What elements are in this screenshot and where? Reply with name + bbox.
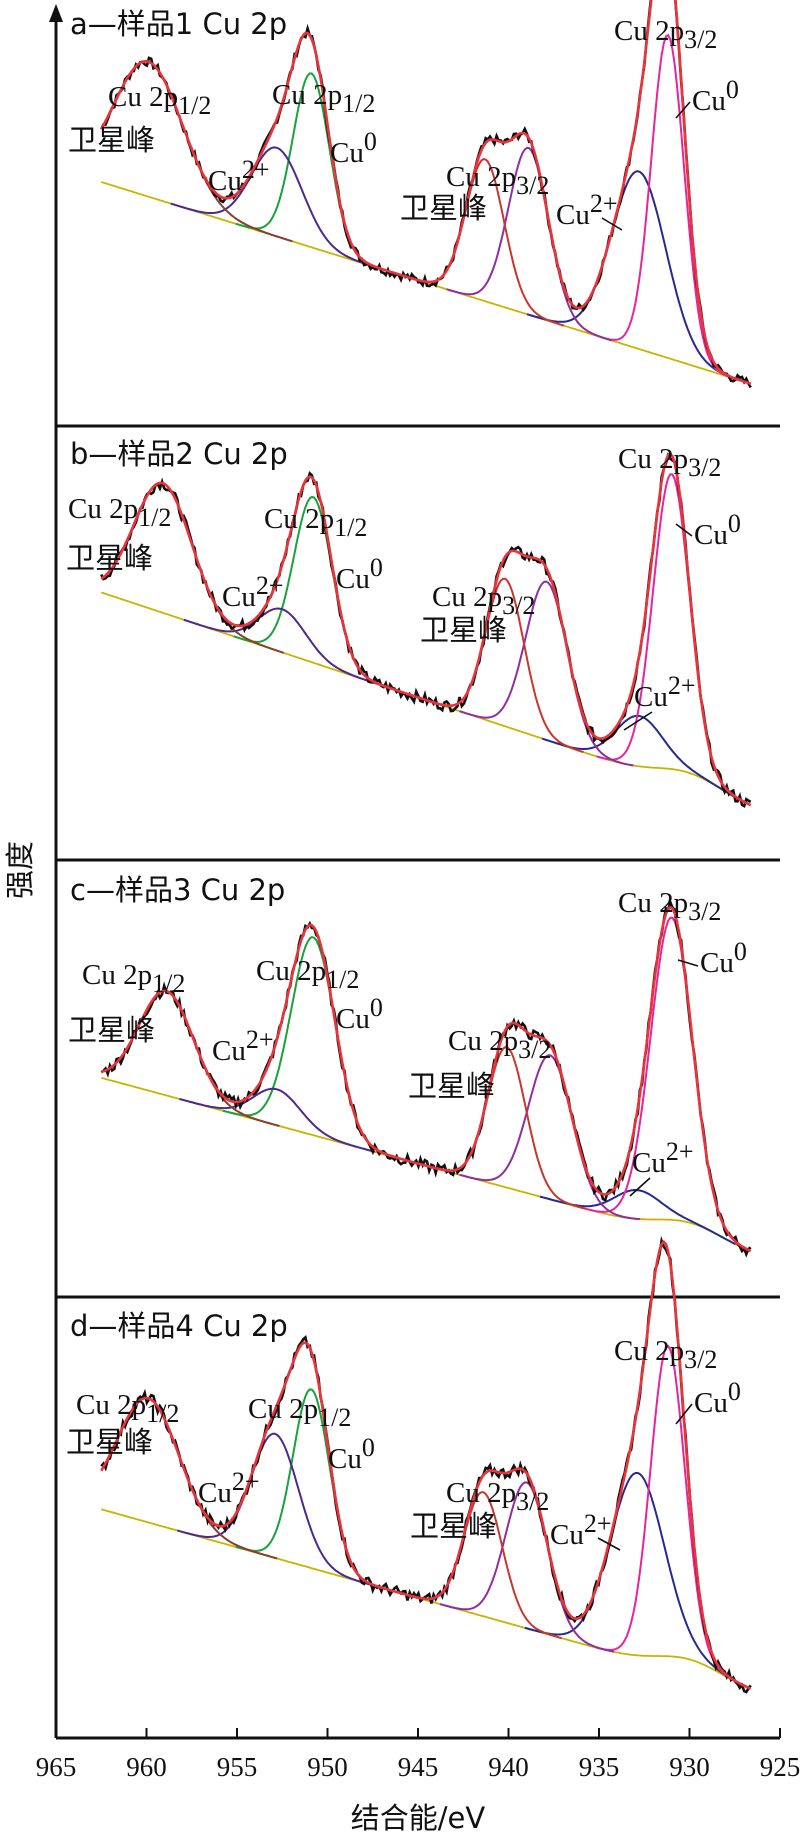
component-peak-cu2_p32 xyxy=(524,1471,752,1690)
y-axis-label: 强度 xyxy=(3,841,37,899)
panel-a-label-sat-word: 卫星峰 xyxy=(68,123,155,157)
panel-b xyxy=(100,451,752,809)
panel-a-label-sat-p32-word: 卫星峰 xyxy=(400,191,487,225)
component-peak-sat_p32_b xyxy=(459,1054,640,1221)
panel-d xyxy=(100,1235,752,1694)
panel-c-title: c—样品3 Cu 2p xyxy=(70,873,285,907)
panel-a xyxy=(100,0,752,389)
component-peak-cu2_p12 xyxy=(170,146,382,270)
x-tick-label: 945 xyxy=(398,1752,439,1782)
panel-d-label-sat-p32-word: 卫星峰 xyxy=(410,1509,497,1543)
leader-b-cu0-p32 xyxy=(675,523,693,537)
panel-b-annotations: b—样品2 Cu 2p Cu 2p1/2 卫星峰 Cu2+ Cu 2p1/2 C… xyxy=(66,437,741,713)
panel-a-label-cu0-p12: Cu0 xyxy=(330,127,377,169)
panel-c-label-cu0-p32: Cu0 xyxy=(700,937,747,979)
panel-d-annotations: d—样品4 Cu 2p Cu 2p1/2 卫星峰 Cu2+ Cu 2p1/2 C… xyxy=(66,1309,741,1551)
panel-c-label-cu2-p12: Cu2+ xyxy=(212,1025,274,1067)
panel-a-label-cu-p32: Cu 2p3/2 xyxy=(614,15,717,54)
x-tick-label: 965 xyxy=(36,1752,77,1782)
component-peak-satellite xyxy=(101,989,280,1127)
panel-b-label-cu2-p12: Cu2+ xyxy=(222,571,284,613)
panel-b-label-cu-p12: Cu 2p1/2 xyxy=(264,503,367,542)
panel-c-label-sat-p12: Cu 2p1/2 xyxy=(82,959,185,998)
component-peak-sat_p32_b xyxy=(439,1481,615,1653)
panel-d-label-sat-word: 卫星峰 xyxy=(66,1425,153,1459)
panel-a-label-cu0-p32: Cu0 xyxy=(692,75,739,117)
x-tick-label: 935 xyxy=(579,1752,620,1782)
x-tick-label: 925 xyxy=(760,1752,800,1782)
panel-b-label-sat-word: 卫星峰 xyxy=(66,541,153,575)
panel-d-label-cu2-p32: Cu2+ xyxy=(550,1509,612,1551)
leader-b-cu2-p32 xyxy=(623,711,653,731)
y-axis-arrow-icon xyxy=(49,4,63,22)
panel-a-title: a—样品1 Cu 2p xyxy=(70,7,287,41)
leader-c-cu0-p32 xyxy=(677,959,699,967)
component-peak-cu2_p32 xyxy=(539,1188,736,1246)
panel-b-title: b—样品2 Cu 2p xyxy=(70,437,288,471)
panel-c-annotations: c—样品3 Cu 2p Cu 2p1/2 卫星峰 Cu2+ Cu 2p1/2 C… xyxy=(68,873,747,1179)
fit-envelope-line xyxy=(100,905,752,1253)
fit-envelope-line xyxy=(100,451,752,807)
x-tick-label: 960 xyxy=(126,1752,167,1782)
component-peak-cu2_p12 xyxy=(183,607,380,686)
panel-d-label-cu0-p12: Cu0 xyxy=(328,1433,375,1475)
leader-a-cu2-p32 xyxy=(601,217,623,231)
x-tick-label: 955 xyxy=(217,1752,258,1782)
component-peak-cu2_p12 xyxy=(179,1087,376,1153)
x-axis-ticks: 965 960 955 950 945 940 935 930 925 xyxy=(36,1728,800,1782)
panel-c-label-sat-p32-word: 卫星峰 xyxy=(408,1069,495,1103)
panel-a-label-cu2-p12: Cu2+ xyxy=(208,155,270,197)
leader-d-cu0-p32 xyxy=(675,1403,693,1425)
panel-a-label-sat-p12: Cu 2p1/2 xyxy=(108,81,211,120)
panel-b-label-sat-p12: Cu 2p1/2 xyxy=(68,493,171,532)
fit-envelope-line xyxy=(100,0,752,385)
fit-envelope-line xyxy=(100,1240,752,1690)
panel-b-label-cu0-p12: Cu0 xyxy=(336,553,383,595)
panel-a-label-cu2-p32: Cu2+ xyxy=(556,189,618,231)
leader-lines xyxy=(597,101,699,1551)
background-line xyxy=(101,1508,752,1690)
x-axis-label: 结合能/eV xyxy=(351,1801,486,1835)
panel-b-label-cu0-p32: Cu0 xyxy=(694,509,741,551)
x-tick-label: 950 xyxy=(307,1752,348,1782)
component-peak-cu2_p32 xyxy=(541,714,739,800)
panel-c-label-cu2-p32: Cu2+ xyxy=(632,1137,694,1179)
panel-d-label-cu2-p12: Cu2+ xyxy=(198,1467,260,1509)
component-peak-cu2_p12 xyxy=(177,1432,374,1587)
panel-c xyxy=(100,898,752,1258)
component-peak-sat_p32_b xyxy=(446,146,613,342)
component-peak-cu2_p32 xyxy=(526,170,751,385)
panel-c-label-cu0-p12: Cu0 xyxy=(336,993,383,1035)
leader-d-cu2-p32 xyxy=(597,1537,621,1551)
panel-d-label-cu-p32: Cu 2p3/2 xyxy=(614,1335,717,1374)
leader-a-cu0-p32 xyxy=(675,101,691,119)
x-tick-label: 930 xyxy=(669,1752,710,1782)
panel-d-label-cu-p12: Cu 2p1/2 xyxy=(248,1393,351,1432)
x-tick-label: 940 xyxy=(488,1752,529,1782)
panel-d-title: d—样品4 Cu 2p xyxy=(70,1309,288,1343)
component-peak-sat_p32_b xyxy=(459,580,634,767)
panel-c-label-sat-word: 卫星峰 xyxy=(68,1013,155,1047)
panel-b-label-sat-p32-word: 卫星峰 xyxy=(420,613,507,647)
leader-c-cu2-p32 xyxy=(629,1177,651,1197)
panel-d-label-cu0-p32: Cu0 xyxy=(694,1377,741,1419)
panel-c-label-cu-p12: Cu 2p1/2 xyxy=(256,955,359,994)
